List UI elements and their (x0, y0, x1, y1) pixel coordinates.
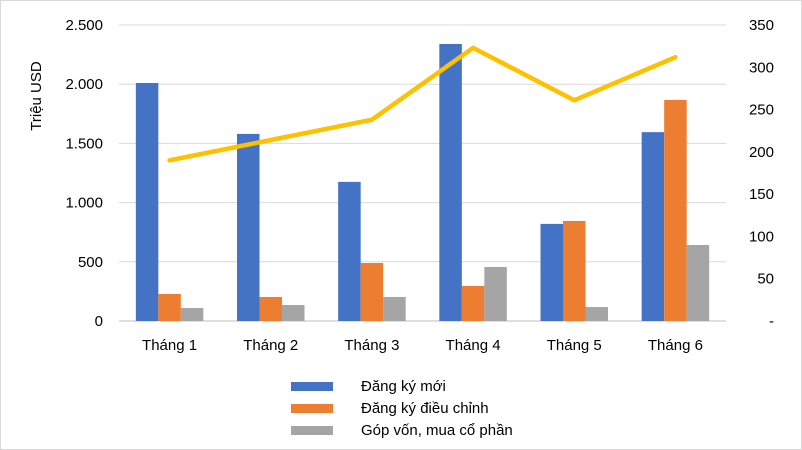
x-tick-label: Tháng 2 (243, 337, 298, 354)
y2-tick-label: 150 (749, 186, 774, 203)
y2-tick-label: - (769, 313, 774, 330)
legend-swatch (291, 425, 333, 435)
bar-3-5 (585, 307, 608, 321)
bar-3-3 (383, 296, 406, 321)
y-tick-label: 2.500 (65, 17, 103, 34)
x-tick-label: Tháng 3 (344, 337, 399, 354)
y2-tick-label: 200 (749, 144, 774, 161)
bar-1-2 (237, 133, 260, 321)
legend-swatch (291, 381, 333, 391)
bar-2-3 (360, 262, 384, 321)
legend-label: Góp vốn, mua cổ phần (361, 421, 513, 439)
x-tick-label: Tháng 4 (446, 337, 501, 354)
legend-label: Đăng ký mới (361, 377, 446, 395)
bar-1-1 (135, 83, 159, 322)
bar-1-6 (641, 132, 665, 321)
y-tick-label: 2.000 (65, 76, 103, 93)
bar-3-6 (686, 244, 710, 321)
y2-tick-label: 350 (749, 17, 774, 34)
y-tick-label: 0 (95, 313, 103, 330)
x-tick-label: Tháng 5 (547, 337, 602, 354)
y2-tick-label: 250 (749, 102, 774, 119)
bar-3-2 (282, 305, 305, 321)
y2-tick-label: 100 (749, 228, 774, 245)
bar-2-6 (664, 99, 687, 321)
legend-label: Đăng ký điều chỉnh (361, 399, 489, 417)
y-tick-label: 1.500 (65, 135, 103, 152)
x-tick-label: Tháng 1 (142, 337, 197, 354)
x-tick-label: Tháng 6 (648, 337, 703, 354)
bar-2-2 (259, 296, 282, 321)
bar-2-5 (563, 220, 586, 321)
bar-3-1 (180, 307, 204, 321)
y-tick-label: 500 (78, 254, 103, 271)
legend-item: Đăng ký mới (291, 375, 513, 397)
bar-2-4 (461, 285, 485, 321)
legend: Đăng ký mới Đăng ký điều chỉnh Góp vốn, mu… (291, 375, 513, 441)
y2-tick-label: 300 (749, 59, 774, 76)
y-tick-label: 1.000 (65, 195, 103, 212)
bar-2-1 (158, 294, 181, 321)
bar-1-4 (439, 43, 462, 321)
bar-1-5 (540, 223, 563, 321)
legend-item: Đăng ký điều chỉnh (291, 397, 513, 419)
legend-swatch (291, 403, 333, 413)
y-axis-label: Triệu USD (28, 61, 45, 131)
y2-tick-label: 50 (757, 271, 774, 288)
legend-item: Góp vốn, mua cổ phần (291, 419, 513, 441)
bar-3-4 (484, 267, 507, 321)
line-series (167, 45, 678, 163)
bar-1-3 (338, 181, 361, 321)
